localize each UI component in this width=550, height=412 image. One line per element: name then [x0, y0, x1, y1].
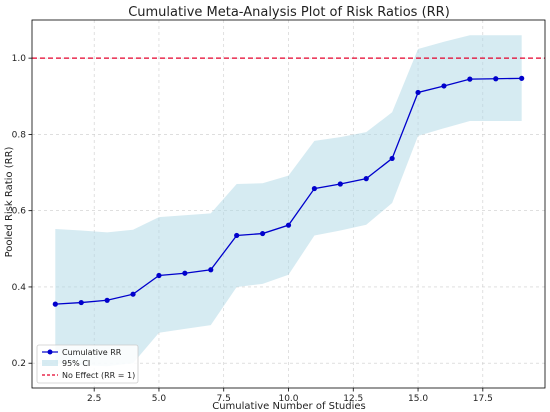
series-layer	[52, 75, 525, 307]
legend-label-ci: 95% CI	[62, 359, 90, 368]
y-tick-label: 1.0	[12, 54, 27, 64]
data-point-cumulative-rr	[234, 232, 240, 239]
legend-label-cumulative-rr: Cumulative RR	[62, 348, 122, 357]
data-point-cumulative-rr	[467, 76, 473, 82]
data-point-cumulative-rr	[337, 181, 343, 187]
legend-label-no-effect: No Effect (RR = 1)	[62, 371, 135, 380]
y-axis-label: Pooled Risk Ratio (RR)	[4, 146, 15, 257]
chart-title: Cumulative Meta-Analysis Plot of Risk Ra…	[128, 5, 450, 20]
y-tick-label: 0.6	[12, 207, 27, 217]
data-point-cumulative-rr	[285, 222, 292, 228]
data-point-cumulative-rr	[519, 75, 525, 81]
data-point-cumulative-rr	[156, 272, 162, 279]
y-axis-ticks: 0.2 0.4 0.6 0.8 1.0	[12, 54, 32, 369]
y-tick-label: 0.8	[12, 130, 27, 140]
ci-band-layer	[55, 35, 522, 367]
data-point-cumulative-rr	[493, 76, 499, 82]
data-point-cumulative-rr	[363, 176, 369, 182]
x-tick-label: 10.0	[278, 394, 298, 404]
legend-swatch-ci	[42, 360, 58, 366]
y-tick-label: 0.2	[12, 359, 26, 369]
data-point-cumulative-rr	[415, 89, 421, 96]
data-point-cumulative-rr	[130, 291, 136, 297]
x-tick-label: 7.5	[217, 394, 231, 404]
data-point-cumulative-rr	[208, 267, 214, 273]
data-point-cumulative-rr	[311, 185, 318, 192]
data-point-cumulative-rr	[52, 301, 58, 307]
ci-band	[55, 35, 522, 367]
x-tick-label: 12.5	[343, 394, 363, 404]
x-axis-label: Cumulative Number of Studies	[212, 401, 366, 412]
data-point-cumulative-rr	[182, 270, 188, 276]
x-tick-label: 2.5	[87, 394, 101, 404]
data-point-cumulative-rr	[389, 155, 395, 162]
data-point-cumulative-rr	[441, 83, 447, 89]
data-point-cumulative-rr	[104, 297, 110, 303]
data-point-cumulative-rr	[259, 230, 266, 237]
legend-marker-cumulative-rr	[47, 349, 53, 355]
x-tick-label: 5.0	[152, 394, 167, 404]
x-axis-ticks: 2.5 5.0 7.5 10.0 12.5 15.0 17.5	[87, 388, 493, 404]
x-tick-label: 17.5	[473, 394, 493, 404]
legend-box	[36, 344, 139, 384]
legend: Cumulative RR 95% CI No Effect (RR = 1)	[36, 344, 139, 384]
data-point-cumulative-rr	[78, 299, 84, 306]
x-tick-label: 15.0	[408, 394, 428, 404]
y-tick-label: 0.4	[12, 283, 27, 293]
